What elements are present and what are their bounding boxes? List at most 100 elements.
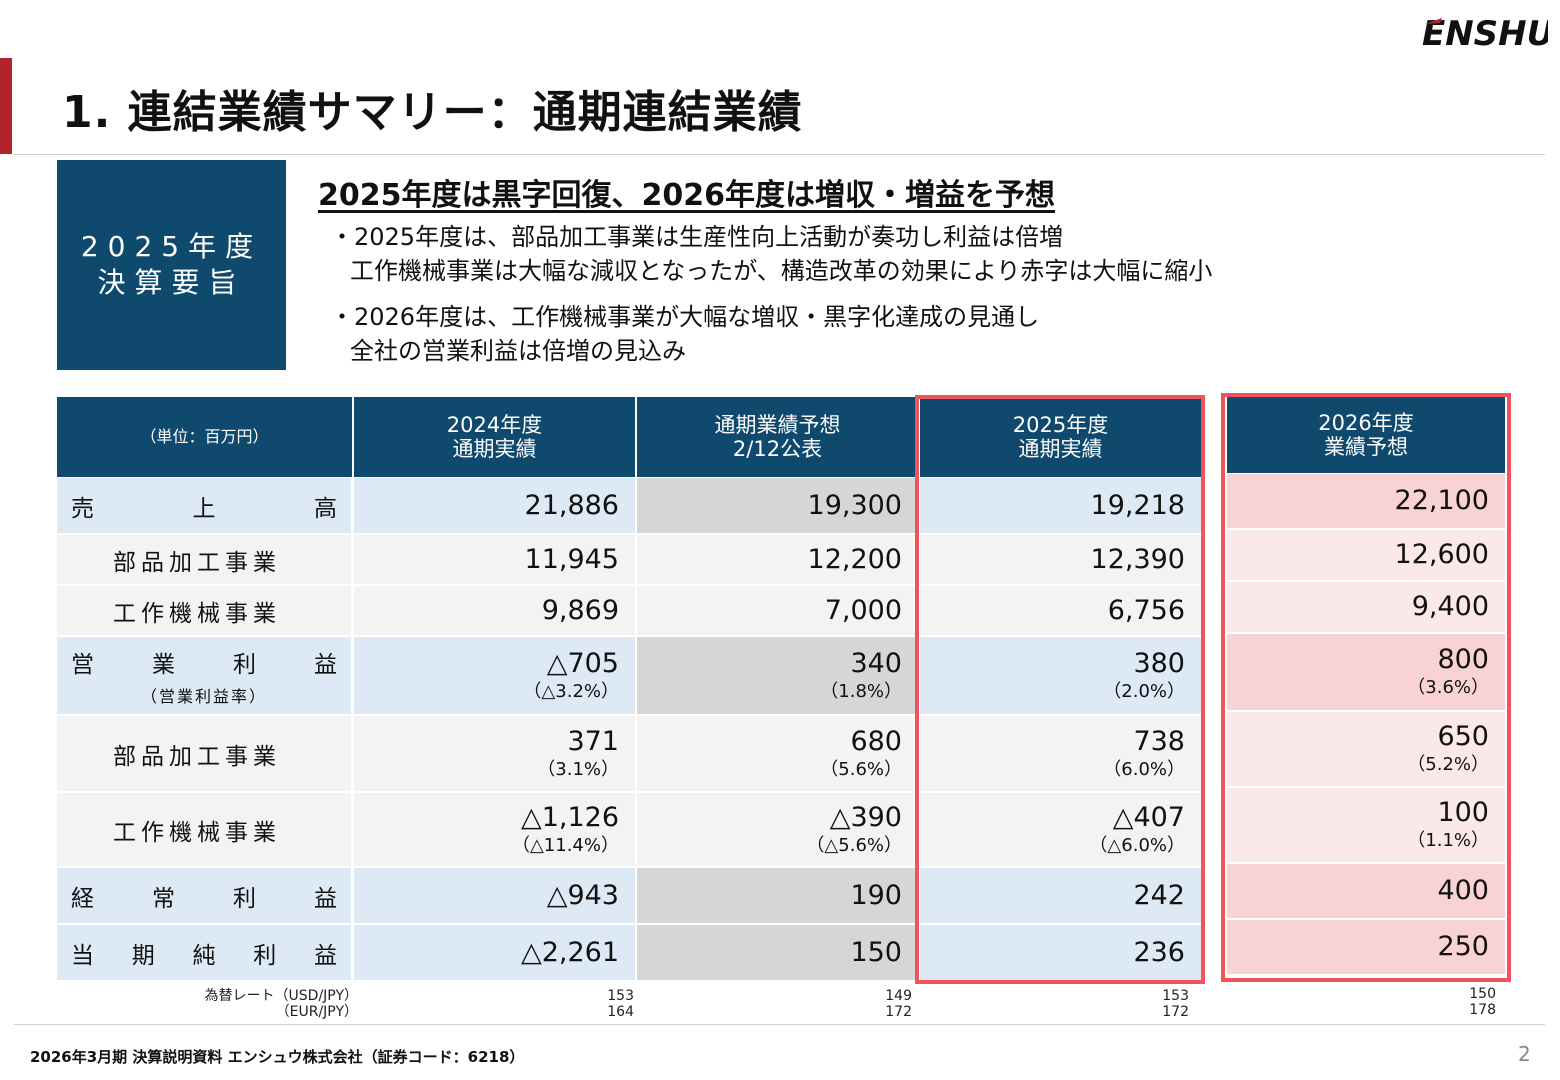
row-label-text: 部品加工事業 — [113, 549, 281, 576]
enshu-logo: ENSHU — [1422, 14, 1548, 52]
fx-eur-value: 172 — [1162, 1004, 1189, 1020]
cell-value: 400 — [1437, 875, 1489, 906]
title-divider — [14, 154, 1545, 155]
cell-r8-c2: 150 — [637, 925, 918, 980]
fx-eur-value: 172 — [885, 1004, 912, 1020]
row-label-3: 工作機械事業 — [57, 586, 351, 635]
header-line-2: 業績予想 — [1324, 435, 1408, 459]
cell-r1-c3: 19,218 — [920, 478, 1201, 533]
header-line-2: 通期実績 — [452, 437, 537, 461]
highlight-frame-2025 — [915, 395, 1205, 984]
row-label-6: 工作機械事業 — [57, 793, 351, 866]
cell-value: 190 — [850, 879, 902, 911]
cell-value: 371 — [567, 725, 619, 757]
fx-label-eur: （EUR/JPY） — [275, 1004, 358, 1020]
header-unit: （単位：百万円） — [57, 397, 352, 477]
cell-r1-c2: 19,300 — [637, 478, 918, 533]
row-label-text: 工作機械事業 — [113, 819, 281, 846]
cell-r4-c4: 800 （3.6%） — [1227, 634, 1505, 710]
page-number: 2 — [1518, 1042, 1531, 1066]
cell-value: 150 — [850, 936, 902, 968]
cell-value: △705 — [546, 647, 619, 679]
cell-percent: （1.1%） — [1407, 830, 1489, 851]
label-char: 経 — [71, 885, 94, 912]
cell-percent: （△5.6%） — [806, 834, 902, 856]
label-char: 期 — [131, 942, 155, 969]
cell-percent: （5.6%） — [820, 758, 902, 780]
svg-text:ENSHU: ENSHU — [1422, 14, 1548, 52]
cell-r4-c1: △705 （△3.2%） — [354, 637, 635, 714]
summary-box: 2025年度 決算要旨 — [57, 160, 286, 370]
cell-r7-c4: 400 — [1227, 864, 1505, 918]
cell-value: 800 — [1437, 644, 1489, 675]
row-label-text: 売上高 — [57, 489, 351, 523]
cell-percent: （2.0%） — [1103, 680, 1185, 702]
label-char: 利 — [233, 885, 256, 912]
header-col-3: 2025年度 通期実績 — [920, 397, 1201, 477]
cell-value: 650 — [1437, 721, 1489, 752]
row-label-8: 当期純利益 — [57, 925, 351, 980]
header-col-2: 通期業績予想 2/12公表 — [637, 397, 918, 477]
cell-r2-c4: 12,600 — [1227, 530, 1505, 580]
row-label-text: 営業利益 — [57, 645, 351, 679]
cell-value: △943 — [546, 879, 619, 911]
cell-r2-c2: 12,200 — [637, 535, 918, 584]
row-label-1: 売上高 — [57, 478, 351, 533]
cell-percent: （△11.4%） — [511, 834, 619, 856]
cell-r1-c4: 22,100 — [1227, 474, 1505, 528]
label-char: 益 — [314, 885, 337, 912]
cell-r6-c2: △390 （△5.6%） — [637, 793, 918, 866]
cell-r8-c4: 250 — [1227, 920, 1505, 974]
header-line-2: 通期実績 — [1018, 437, 1103, 461]
cell-r3-c2: 7,000 — [637, 586, 918, 635]
row-label-4: 営 業 利 益 （営業利益率） — [57, 637, 351, 714]
header-line-1: 通期業績予想 — [714, 413, 841, 437]
cell-r5-c4: 650 （5.2%） — [1227, 712, 1505, 786]
cell-value: △2,261 — [520, 936, 619, 968]
cell-r7-c1: △943 — [354, 868, 635, 923]
cell-percent: （5.2%） — [1407, 754, 1489, 775]
footer-divider — [14, 1024, 1545, 1025]
cell-value: △390 — [829, 801, 902, 833]
cell-percent: （1.8%） — [820, 680, 902, 702]
cell-value: 19,218 — [1090, 489, 1185, 521]
label-char: 利 — [253, 942, 277, 969]
cell-value: 19,300 — [807, 489, 902, 521]
cell-value: 250 — [1437, 931, 1489, 962]
cell-value: 22,100 — [1394, 485, 1489, 516]
cell-percent: （△6.0%） — [1089, 834, 1185, 856]
row-label-2: 部品加工事業 — [57, 535, 351, 584]
cell-value: 6,756 — [1107, 594, 1185, 626]
label-char: 常 — [152, 885, 175, 912]
cell-r7-c3: 242 — [920, 868, 1201, 923]
title-accent-bar — [0, 58, 12, 154]
cell-percent: （△3.2%） — [523, 680, 619, 702]
cell-r3-c4: 9,400 — [1227, 582, 1505, 632]
row-label-5: 部品加工事業 — [57, 716, 351, 791]
cell-r2-c1: 11,945 — [354, 535, 635, 584]
cell-r6-c1: △1,126 （△11.4%） — [354, 793, 635, 866]
cell-value: 7,000 — [824, 594, 902, 626]
label-char: 売 — [71, 495, 94, 522]
cell-r5-c1: 371 （3.1%） — [354, 716, 635, 791]
row-sublabel: （営業利益率） — [141, 686, 268, 706]
bullet-1: ・2025年度は、部品加工事業は生産性向上活動が奏功し利益は倍増 工作機械事業は… — [330, 223, 1213, 285]
cell-r6-c4: 100 （1.1%） — [1227, 788, 1505, 862]
cell-value: △1,126 — [520, 801, 619, 833]
cell-value: 21,886 — [524, 489, 619, 521]
bullet-2: ・2026年度は、工作機械事業が大幅な増収・黒字化達成の見通し 全社の営業利益は… — [330, 303, 1040, 365]
label-char: 営 — [71, 651, 94, 678]
footer-text: 2026年3月期 決算説明資料 エンシュウ株式会社（証券コード：6218） — [30, 1048, 525, 1066]
cell-value: 236 — [1133, 936, 1185, 968]
label-char: 上 — [192, 495, 216, 522]
cell-percent: （3.6%） — [1407, 677, 1489, 698]
page-title: 1. 連結業績サマリー：通期連結業績 — [62, 87, 803, 138]
fx-usd-value: 150 — [1469, 986, 1496, 1002]
cell-value: 680 — [850, 725, 902, 757]
header-col-4: 2026年度 業績予想 — [1227, 397, 1505, 473]
cell-r3-c3: 6,756 — [920, 586, 1201, 635]
header-line-2: 2/12公表 — [732, 437, 823, 461]
unit-label: （単位：百万円） — [140, 427, 269, 446]
cell-value: 12,390 — [1090, 543, 1185, 575]
label-char: 当 — [71, 942, 94, 969]
